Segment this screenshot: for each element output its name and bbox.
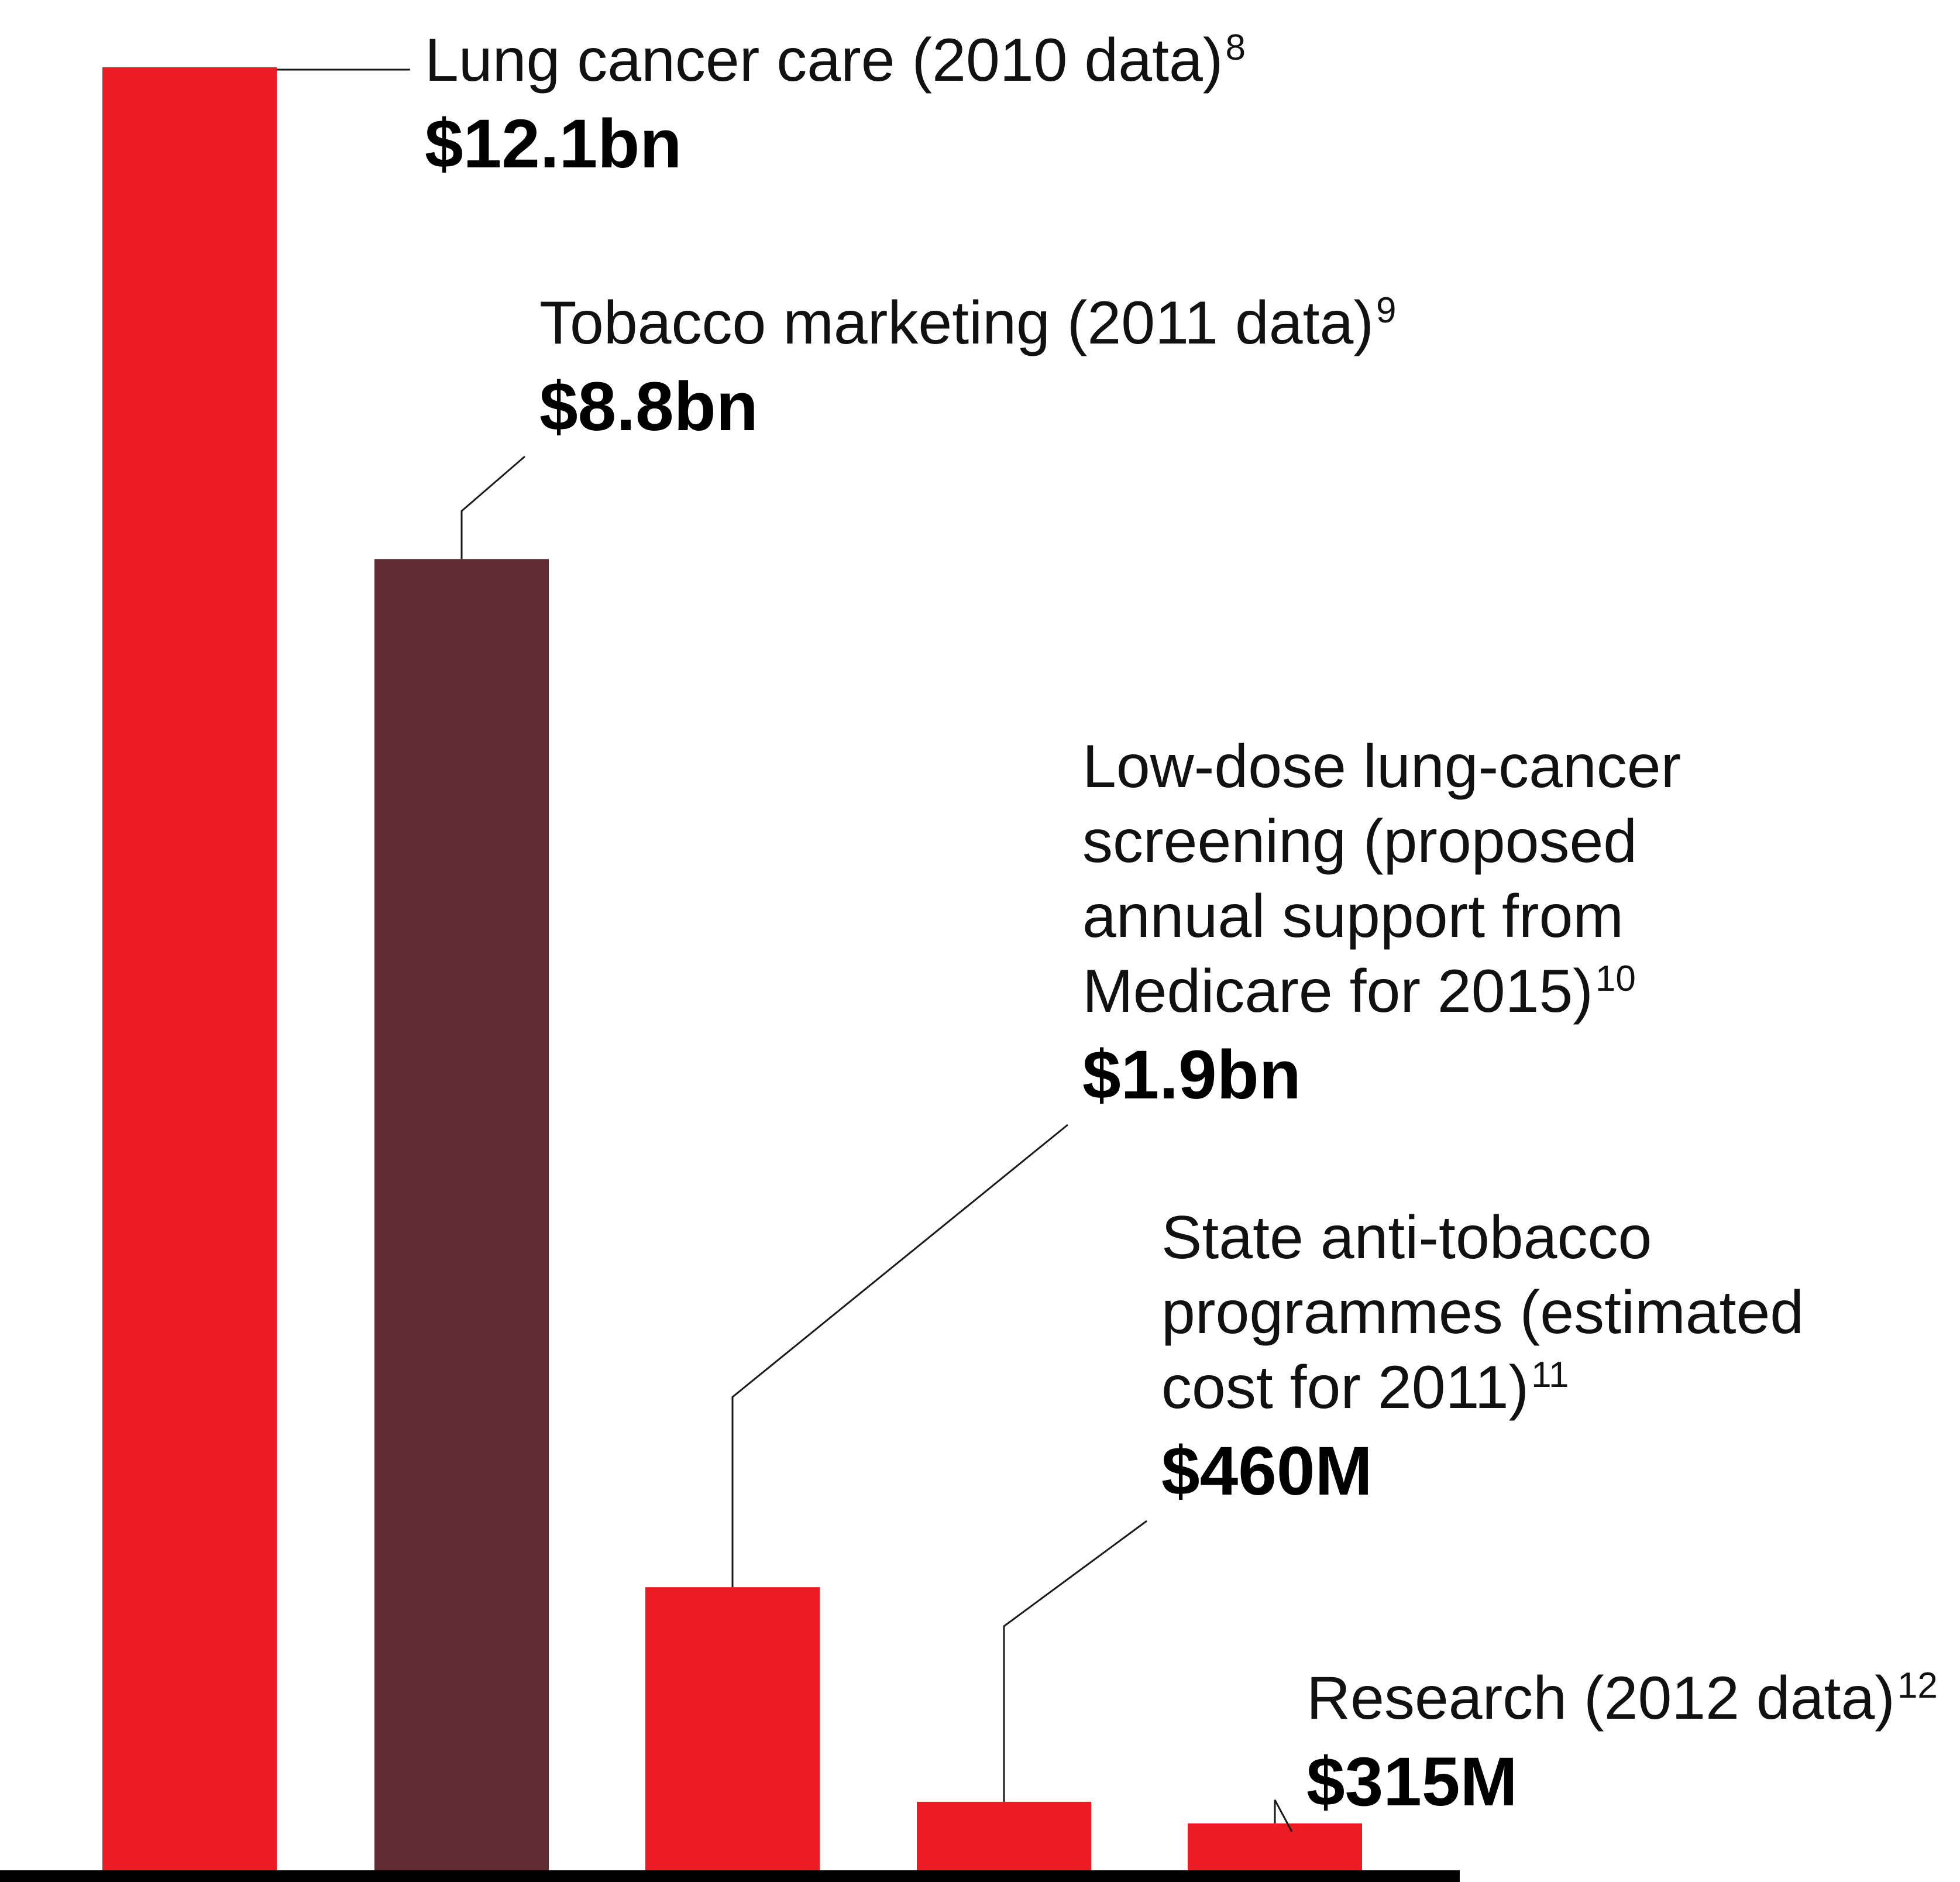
footnote-marker: 12 bbox=[1897, 1665, 1938, 1706]
footnote-marker: 9 bbox=[1376, 290, 1396, 331]
footnote-marker: 8 bbox=[1225, 28, 1245, 68]
bar-label-4: State anti-tobacco programmes (estimated c… bbox=[1161, 1204, 1804, 1510]
category-label-line: Low-dose lung-cancer bbox=[1082, 733, 1681, 801]
bar-label-2: Tobacco marketing (2011 data)9 $8.8bn bbox=[539, 289, 1396, 445]
category-label-line: Tobacco marketing (2011 data)9 bbox=[539, 289, 1396, 357]
bar-label-3: Low-dose lung-cancer screening (proposed a… bbox=[1082, 733, 1681, 1114]
value-label: $460M bbox=[1161, 1433, 1373, 1510]
category-label-line: programmes (estimated bbox=[1161, 1279, 1804, 1347]
leader-line-3 bbox=[731, 1124, 1068, 1588]
bar-3 bbox=[645, 1587, 820, 1871]
leader-line-4 bbox=[1003, 1520, 1147, 1802]
bar-4 bbox=[917, 1801, 1091, 1871]
value-label: $1.9bn bbox=[1082, 1036, 1301, 1114]
category-label-line: Research (2012 data)12 bbox=[1306, 1664, 1938, 1732]
bar-2 bbox=[374, 559, 549, 1871]
category-label-line: cost for 2011)11 bbox=[1161, 1354, 1569, 1421]
category-label-line: screening (proposed bbox=[1082, 808, 1637, 875]
leader-lines-group bbox=[277, 68, 1293, 1832]
footnote-marker: 11 bbox=[1531, 1355, 1569, 1395]
value-label: $8.8bn bbox=[539, 368, 758, 445]
leader-line-2 bbox=[460, 455, 525, 559]
bar-label-5: Research (2012 data)12 $315M bbox=[1306, 1664, 1938, 1821]
bar-5 bbox=[1188, 1823, 1362, 1871]
footnote-marker: 10 bbox=[1595, 959, 1636, 999]
category-label-line: Lung cancer care (2010 data)8 bbox=[425, 26, 1246, 94]
value-label: $315M bbox=[1306, 1743, 1518, 1821]
category-label-line: State anti-tobacco bbox=[1161, 1204, 1652, 1272]
bar-label-1: Lung cancer care (2010 data)8 $12.1bn bbox=[425, 26, 1246, 183]
bar-1 bbox=[102, 67, 277, 1871]
labels-group: Lung cancer care (2010 data)8 $12.1bn Toba… bbox=[425, 26, 1938, 1821]
category-label-line: Medicare for 2015)10 bbox=[1082, 957, 1636, 1025]
x-axis-baseline bbox=[0, 1870, 1460, 1882]
value-label: $12.1bn bbox=[425, 105, 682, 183]
leader-line-5 bbox=[1274, 1799, 1293, 1832]
bars-group bbox=[102, 67, 1362, 1871]
category-label-line: annual support from bbox=[1082, 882, 1624, 950]
